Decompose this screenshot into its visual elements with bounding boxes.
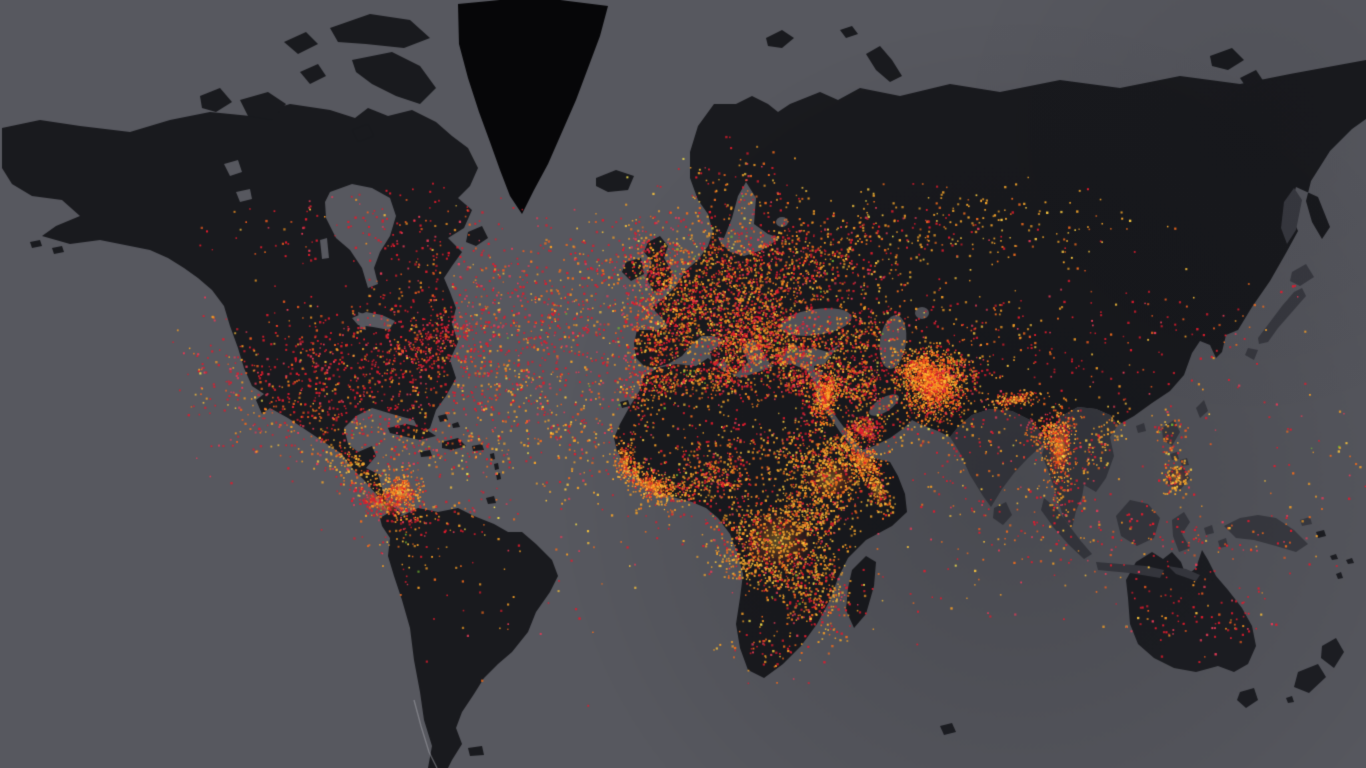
world-map-canvas bbox=[0, 0, 1366, 768]
world-dot-density-map bbox=[0, 0, 1366, 768]
